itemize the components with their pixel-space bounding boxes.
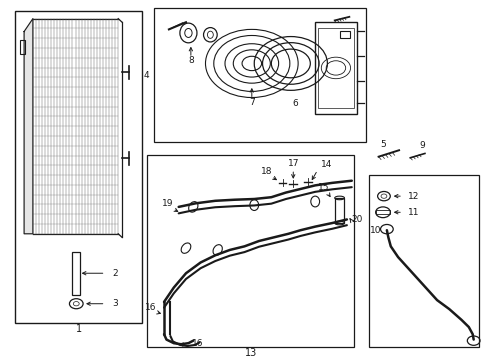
Text: 2: 2 [112,269,117,278]
Text: 6: 6 [292,99,298,108]
Text: 1: 1 [76,324,81,334]
Text: 12: 12 [407,192,418,201]
Text: 8: 8 [187,57,193,66]
Text: 9: 9 [419,141,425,150]
Bar [72,252,80,295]
Polygon shape [24,19,33,234]
Bar [375,210,389,215]
Text: 11: 11 [407,208,419,217]
Bar [339,31,349,38]
Text: 20: 20 [351,215,363,224]
Text: 4: 4 [143,71,149,80]
Bar [147,155,353,347]
Text: 19: 19 [162,199,173,208]
Bar [315,22,356,114]
Text: 16: 16 [145,303,156,312]
Text: 17: 17 [287,159,298,168]
Text: 7: 7 [248,98,254,107]
Bar [154,8,366,142]
Text: 16: 16 [191,339,203,348]
Text: 15: 15 [317,183,328,192]
Bar [368,175,478,347]
Bar [334,198,344,223]
Bar [317,28,353,108]
Text: 10: 10 [369,226,380,235]
Text: 5: 5 [380,140,386,149]
Text: 18: 18 [260,167,272,176]
Text: 14: 14 [320,160,331,169]
Text: 3: 3 [112,299,118,308]
Bar [15,12,142,323]
Text: 13: 13 [244,348,256,358]
Bar [20,40,25,54]
